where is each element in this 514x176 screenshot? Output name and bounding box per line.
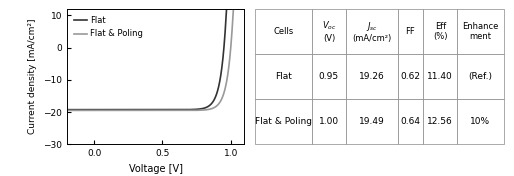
- Line: Flat: Flat: [67, 9, 247, 110]
- X-axis label: Voltage [V]: Voltage [V]: [128, 164, 182, 174]
- Flat: [171, 109, 177, 111]
- Flat: [161, 109, 168, 111]
- Flat: [150, 109, 156, 111]
- Flat & Poling: [240, 8, 246, 10]
- Flat & Poling: [151, 109, 157, 111]
- Y-axis label: Current density [mA/cm²]: Current density [mA/cm²]: [28, 19, 38, 134]
- Flat & Poling: [230, 8, 236, 10]
- Flat: [224, 8, 230, 10]
- Flat: [240, 8, 246, 10]
- Legend: Flat, Flat & Poling: Flat, Flat & Poling: [71, 13, 146, 42]
- Flat: [212, 98, 218, 100]
- Line: Flat & Poling: Flat & Poling: [67, 9, 247, 110]
- Flat: [64, 109, 70, 111]
- Flat & Poling: [150, 109, 156, 111]
- Flat & Poling: [161, 109, 168, 111]
- Flat: [244, 8, 250, 10]
- Flat & Poling: [171, 109, 177, 111]
- Flat & Poling: [212, 106, 218, 108]
- Flat: [151, 109, 157, 111]
- Flat & Poling: [64, 109, 70, 111]
- Flat & Poling: [244, 8, 250, 10]
